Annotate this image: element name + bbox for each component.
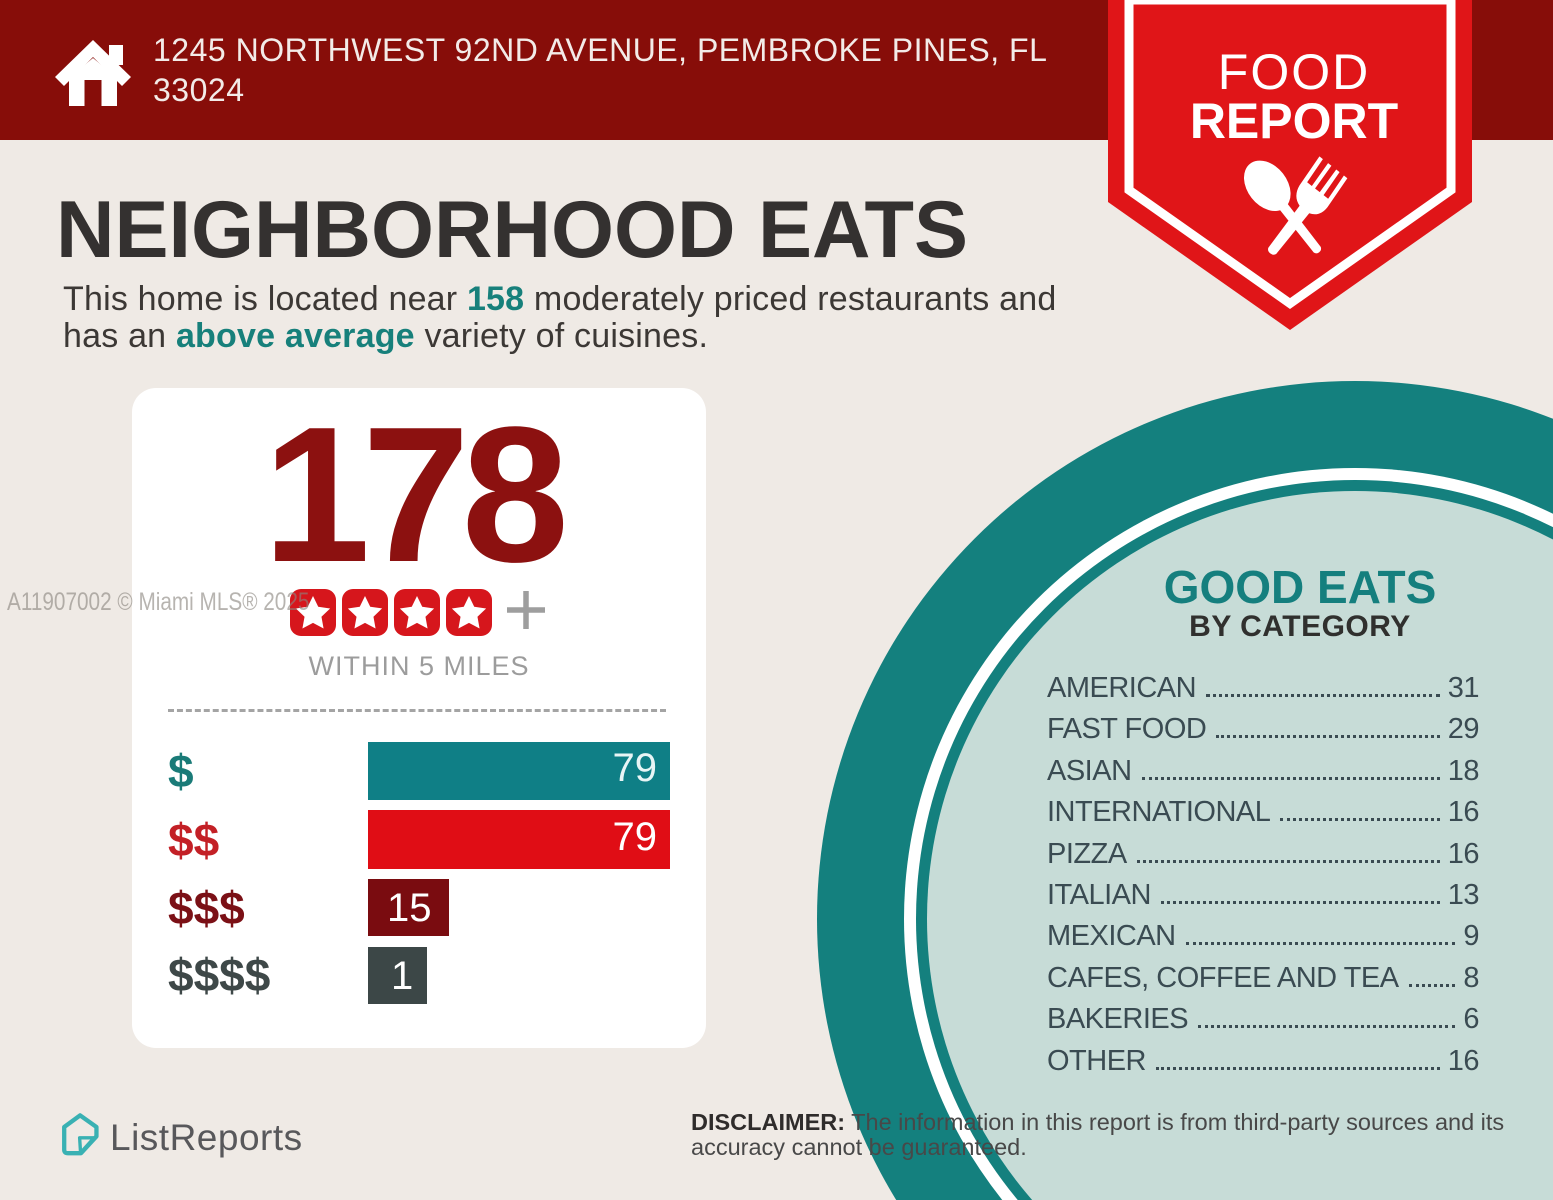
svg-text:FOOD: FOOD — [1218, 44, 1370, 100]
svg-text:REPORT: REPORT — [1190, 93, 1398, 149]
